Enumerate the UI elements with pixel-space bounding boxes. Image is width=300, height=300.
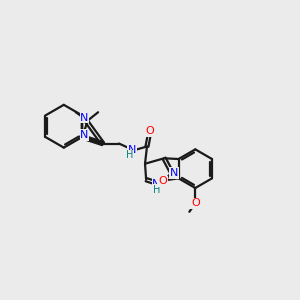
Text: N: N [128,146,136,155]
Text: N: N [80,130,88,140]
Text: O: O [146,126,154,136]
Text: O: O [191,199,200,208]
Text: O: O [158,176,167,186]
Text: H: H [126,150,134,161]
Text: H: H [153,185,160,195]
Text: N: N [170,168,178,178]
Text: N: N [80,112,88,123]
Text: N: N [152,179,161,189]
